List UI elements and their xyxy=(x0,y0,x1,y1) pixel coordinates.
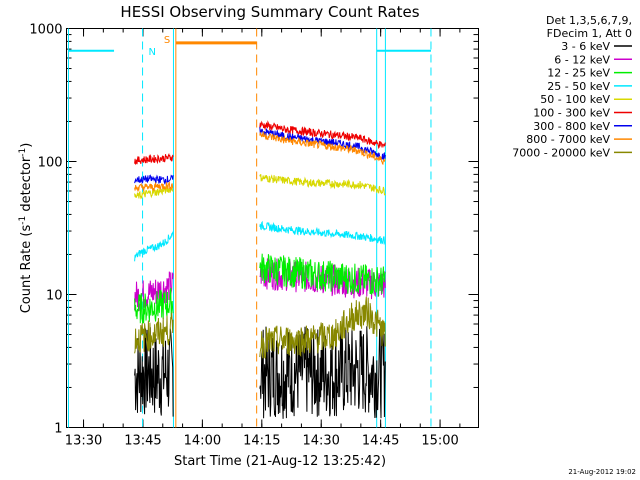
footer-date: 21-Aug-2012 19:02 xyxy=(568,468,636,476)
x-tick-label-13-30: 13:30 xyxy=(65,434,102,449)
series-lines xyxy=(134,41,386,419)
series-7000-20000-kev xyxy=(134,296,386,360)
x-tick-label-14-45: 14:45 xyxy=(362,434,399,449)
y-tick-label-1000: 1000 xyxy=(29,23,62,38)
series-12-25-kev xyxy=(134,253,386,324)
legend-label-50-100-kev: 50 - 100 keV xyxy=(540,93,610,106)
y-label-part3: ) xyxy=(19,143,34,148)
flag-lines: NS xyxy=(67,28,432,428)
y-label-sup2: -1 xyxy=(18,148,28,157)
series-25-50-kev-segment-1 xyxy=(259,220,386,245)
legend-label-7000-20000-kev: 7000 - 20000 keV xyxy=(512,146,610,159)
y-tick-label-100: 100 xyxy=(38,156,63,171)
legend-label-25-50-kev: 25 - 50 keV xyxy=(547,80,610,93)
y-tick-label-10: 10 xyxy=(46,289,63,304)
series-50-100-kev-segment-1 xyxy=(259,173,386,196)
y-axis-label: Count Rate (s-1 detector-1) xyxy=(18,143,34,314)
x-axis: 13:30 13:45 14:00 14:15 14:30 14:45 15:00 xyxy=(65,28,461,449)
y-axis: 1 10 100 1000 xyxy=(29,23,479,437)
x-tick-label-14-00: 14:00 xyxy=(184,434,221,449)
legend-label-300-800-kev: 300 - 800 keV xyxy=(533,120,610,133)
series-800-7000-kev-segment-0 xyxy=(134,181,174,192)
series-3-6-kev-segment-0 xyxy=(134,327,174,417)
series-100-300-kev-segment-1 xyxy=(259,120,386,149)
legend: Det 1,3,5,6,7,9, FDecim 1, Att 0 3 - 6 k… xyxy=(512,14,632,159)
x-tick-label-14-30: 14:30 xyxy=(302,434,339,449)
series-25-50-kev-segment-0 xyxy=(134,230,174,262)
legend-header-line2: FDecim 1, Att 0 xyxy=(547,27,632,40)
legend-label-12-25-kev: 12 - 25 keV xyxy=(547,67,610,80)
legend-header-line1: Det 1,3,5,6,7,9, xyxy=(546,14,632,27)
series-3-6-kev xyxy=(134,325,386,419)
plot-frame xyxy=(66,28,479,428)
series-100-300-kev-segment-0 xyxy=(134,152,174,166)
legend-label-800-7000-kev: 800 - 7000 keV xyxy=(526,133,610,146)
y-tick-label-1: 1 xyxy=(54,422,62,437)
flag-label-s: S xyxy=(164,35,170,46)
y-label-part2: detector xyxy=(19,156,34,216)
x-axis-label: Start Time (21-Aug-12 13:25:42) xyxy=(174,454,386,469)
x-tick-label-13-45: 13:45 xyxy=(124,434,161,449)
x-tick-label-14-15: 14:15 xyxy=(243,434,280,449)
legend-label-3-6-kev: 3 - 6 keV xyxy=(561,40,610,53)
y-label-sup1: -1 xyxy=(18,216,28,225)
series-100-300-kev xyxy=(134,120,386,166)
series-3-6-kev-segment-1 xyxy=(259,325,386,419)
series-800-7000-kev-segment-1 xyxy=(259,131,386,166)
x-tick-label-15-00: 15:00 xyxy=(421,434,458,449)
legend-label-6-12-kev: 6 - 12 keV xyxy=(554,53,610,66)
series-50-100-kev xyxy=(134,173,386,200)
series-25-50-kev xyxy=(134,220,386,262)
series-800-7000-kev xyxy=(134,41,386,192)
series-50-100-kev-segment-0 xyxy=(134,185,174,200)
y-axis-label-text: Count Rate (s-1 detector-1) xyxy=(18,143,34,314)
series-12-25-kev-segment-1 xyxy=(259,253,386,297)
legend-label-100-300-kev: 100 - 300 keV xyxy=(533,107,610,120)
flag-label-n: N xyxy=(149,47,156,58)
plot-area xyxy=(66,28,479,428)
series-300-800-kev-segment-1 xyxy=(259,127,386,161)
chart-title: HESSI Observing Summary Count Rates xyxy=(120,3,419,21)
y-label-part1: Count Rate (s xyxy=(19,225,34,314)
series-7000-20000-kev-segment-1 xyxy=(259,296,386,360)
series-300-800-kev-segment-0 xyxy=(134,174,174,185)
series-7000-20000-kev-segment-0 xyxy=(134,312,174,354)
series-12-25-kev-segment-0 xyxy=(134,287,174,324)
